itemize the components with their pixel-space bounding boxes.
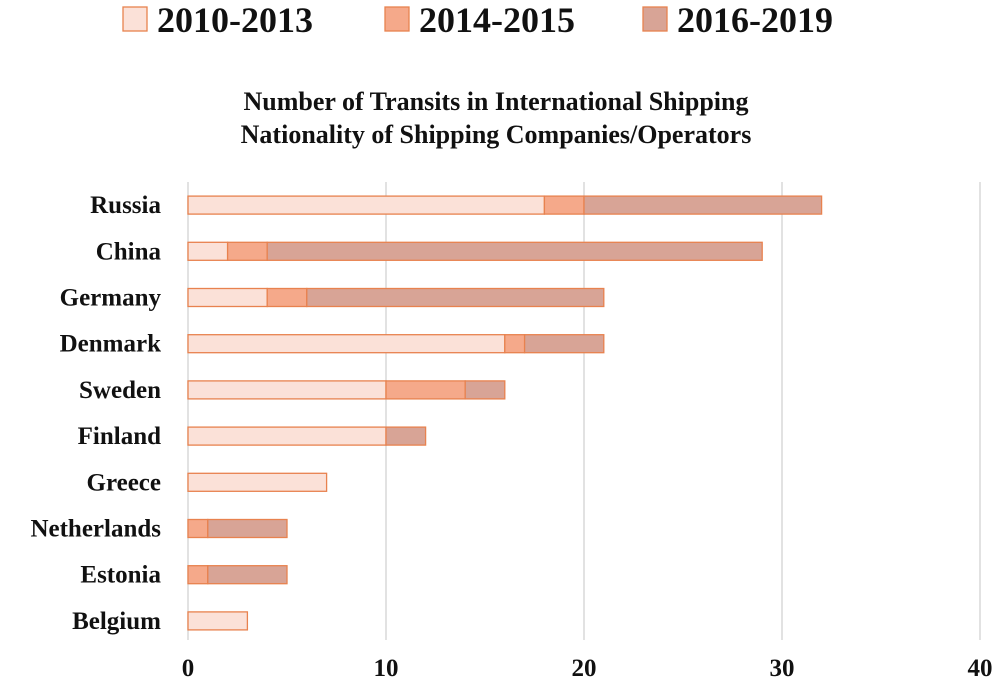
bar-finland-2016-2019 — [385, 426, 427, 446]
legend-label: 2014-2015 — [419, 0, 575, 40]
bar-sweden-2010-2013 — [187, 380, 387, 400]
bar-denmark-2010-2013 — [187, 334, 506, 354]
legend-item-2014-2015: 2014-2015 — [384, 0, 575, 40]
legend-swatch — [122, 6, 148, 32]
category-label: Belgium — [72, 608, 161, 635]
legend-item-2010-2013: 2010-2013 — [122, 0, 313, 40]
x-tick-label: 10 — [374, 655, 399, 682]
bar-finland-2010-2013 — [187, 426, 387, 446]
x-tick-label: 0 — [182, 655, 195, 682]
x-tick-label: 40 — [968, 655, 993, 682]
bars — [187, 195, 823, 631]
bar-sweden-2014-2015 — [385, 380, 466, 400]
bar-netherlands-2014-2015 — [187, 518, 209, 539]
bar-belgium-2010-2013 — [187, 611, 249, 631]
category-label: Sweden — [79, 377, 161, 404]
legend-item-2016-2019: 2016-2019 — [642, 0, 833, 40]
category-label: Russia — [90, 192, 161, 219]
bar-sweden-2016-2019 — [464, 380, 506, 400]
legend-swatch — [384, 6, 410, 32]
category-label: Germany — [60, 285, 162, 312]
bar-germany-2016-2019 — [306, 287, 605, 308]
category-labels: Russia China Germany Denmark Sweden Finland Gr… — [30, 192, 161, 635]
bar-china-2016-2019 — [266, 241, 763, 261]
bar-russia-2014-2015 — [543, 195, 585, 215]
bar-russia-2016-2019 — [583, 195, 823, 215]
legend-label: 2010-2013 — [157, 0, 313, 40]
bar-denmark-2016-2019 — [523, 334, 605, 354]
legend-label: 2016-2019 — [677, 0, 833, 40]
bar-china-2010-2013 — [187, 241, 229, 261]
legend-swatch — [642, 6, 668, 32]
category-label: China — [96, 238, 162, 265]
x-tick-label: 30 — [770, 655, 795, 682]
x-axis-ticks: 0 10 20 30 40 — [182, 655, 993, 682]
bar-germany-2014-2015 — [266, 287, 308, 308]
category-label: Finland — [78, 423, 161, 450]
category-label: Estonia — [80, 562, 161, 589]
bar-greece-2010-2013 — [187, 472, 328, 492]
x-tick-label: 20 — [572, 655, 597, 682]
category-label: Denmark — [60, 331, 161, 358]
bar-russia-2010-2013 — [187, 195, 546, 215]
chart-subtitle: Nationality of Shipping Companies/Operat… — [241, 120, 752, 149]
chart-title: Number of Transits in International Ship… — [244, 87, 749, 116]
category-label: Greece — [87, 469, 161, 496]
bar-estonia-2014-2015 — [187, 565, 209, 585]
bar-china-2014-2015 — [226, 241, 268, 261]
bar-germany-2010-2013 — [187, 287, 268, 308]
bar-netherlands-2016-2019 — [207, 518, 288, 539]
bar-denmark-2014-2015 — [504, 334, 526, 354]
category-label: Netherlands — [30, 516, 161, 543]
bar-estonia-2016-2019 — [207, 565, 288, 585]
legend: 2010-2013 2014-2015 2016-2019 — [122, 0, 833, 40]
